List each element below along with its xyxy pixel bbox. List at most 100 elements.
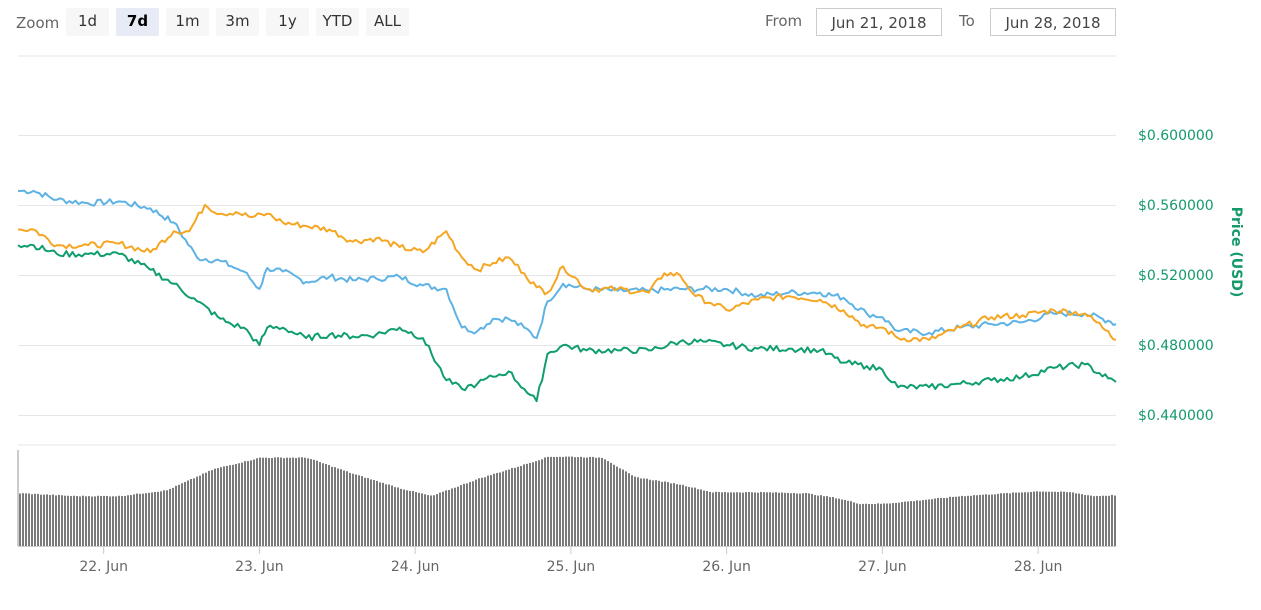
- volume-bar: [550, 456, 552, 546]
- volume-bar: [247, 461, 249, 546]
- from-date-input[interactable]: Jun 21, 2018: [816, 8, 942, 36]
- volume-bar: [835, 498, 837, 546]
- zoom-button-all[interactable]: ALL: [366, 8, 409, 36]
- volume-bar: [892, 503, 894, 546]
- volume-bar: [715, 491, 717, 546]
- volume-bar: [1060, 491, 1062, 546]
- x-tick-label: 28. Jun: [1014, 559, 1063, 575]
- volume-bar: [625, 471, 627, 546]
- volume-bar: [979, 494, 981, 546]
- volume-bar: [28, 493, 30, 546]
- volume-bar: [166, 490, 168, 546]
- volume-bar: [118, 495, 120, 546]
- zoom-button-3m[interactable]: 3m: [216, 8, 259, 36]
- volume-bar: [397, 487, 399, 546]
- volume-bar: [1006, 492, 1008, 546]
- volume-bar: [652, 480, 654, 546]
- volume-bar: [685, 486, 687, 546]
- volume-bar: [820, 495, 822, 546]
- volume-bar: [1027, 492, 1029, 546]
- y-tick-label: $0.440000: [1138, 408, 1214, 424]
- volume-bar: [208, 470, 210, 546]
- volume-bar: [193, 478, 195, 546]
- volume-bar: [127, 495, 129, 546]
- zoom-button-7d[interactable]: 7d: [116, 8, 159, 36]
- volume-bar: [1066, 492, 1068, 546]
- zoom-button-1y[interactable]: 1y: [266, 8, 309, 36]
- volume-bar: [331, 466, 333, 546]
- volume-bar: [922, 500, 924, 546]
- y-tick-label: $0.480000: [1138, 338, 1214, 354]
- volume-bar: [1051, 491, 1053, 546]
- volume-bar: [1075, 493, 1077, 546]
- volume-bar: [244, 461, 246, 546]
- volume-bar: [880, 503, 882, 546]
- y-tick-label: $0.600000: [1138, 128, 1214, 144]
- zoom-button-1m[interactable]: 1m: [166, 8, 209, 36]
- volume-bar: [826, 496, 828, 546]
- volume-bar: [70, 496, 72, 546]
- volume-bar: [304, 457, 306, 546]
- y-tick-label: $0.520000: [1138, 268, 1214, 284]
- volume-bar: [1090, 495, 1092, 546]
- volume-bar: [328, 465, 330, 546]
- x-tick-label: 26. Jun: [702, 559, 751, 575]
- volume-bar: [721, 492, 723, 546]
- volume-bar: [109, 496, 111, 546]
- volume-bar: [676, 484, 678, 546]
- volume-bar: [604, 459, 606, 546]
- volume-bar: [217, 468, 219, 546]
- volume-bar: [271, 457, 273, 546]
- volume-bar: [841, 499, 843, 546]
- volume-bar: [535, 461, 537, 546]
- volume-bar: [592, 456, 594, 546]
- volume-bar: [58, 494, 60, 546]
- volume-bar: [1030, 491, 1032, 546]
- volume-bar: [1054, 491, 1056, 546]
- volume-bar: [67, 495, 69, 546]
- volume-bar: [430, 495, 432, 546]
- volume-bar: [1093, 496, 1095, 546]
- volume-bar: [583, 457, 585, 546]
- volume-bar: [121, 496, 123, 546]
- volume-bar: [76, 496, 78, 546]
- volume-bar: [871, 503, 873, 546]
- volume-bar: [697, 489, 699, 546]
- y-tick-label: $0.560000: [1138, 198, 1214, 214]
- volume-bar: [409, 490, 411, 546]
- volume-bar: [694, 487, 696, 546]
- zoom-button-1d[interactable]: 1d: [66, 8, 109, 36]
- volume-bar: [919, 500, 921, 546]
- volume-bar: [598, 457, 600, 546]
- volume-bar: [991, 494, 993, 546]
- to-date-input[interactable]: Jun 28, 2018: [990, 8, 1116, 36]
- volume-bar: [394, 487, 396, 546]
- volume-bar: [799, 493, 801, 546]
- volume-bar: [403, 489, 405, 546]
- volume-bar: [955, 496, 957, 546]
- volume-bar: [688, 487, 690, 546]
- volume-bar: [283, 458, 285, 546]
- volume-bar: [658, 480, 660, 546]
- volume-bar: [727, 492, 729, 546]
- volume-bar: [517, 466, 519, 546]
- zoom-button-ytd[interactable]: YTD: [316, 8, 359, 36]
- volume-bar: [427, 495, 429, 546]
- volume-bar: [340, 469, 342, 546]
- volume-bar: [379, 482, 381, 546]
- volume-bar: [334, 467, 336, 546]
- volume-bar: [700, 489, 702, 546]
- volume-bar: [1102, 495, 1104, 546]
- volume-bar: [322, 463, 324, 546]
- volume-bar: [973, 495, 975, 546]
- volume-bar: [985, 494, 987, 546]
- volume-bar: [274, 457, 276, 546]
- volume-bar: [706, 490, 708, 546]
- x-tick-label: 23. Jun: [235, 559, 284, 575]
- volume-bar: [832, 497, 834, 546]
- volume-bar: [406, 490, 408, 546]
- volume-bar: [1039, 491, 1041, 546]
- volume-bar: [607, 461, 609, 546]
- volume-bar: [838, 498, 840, 546]
- volume-bar: [511, 468, 513, 546]
